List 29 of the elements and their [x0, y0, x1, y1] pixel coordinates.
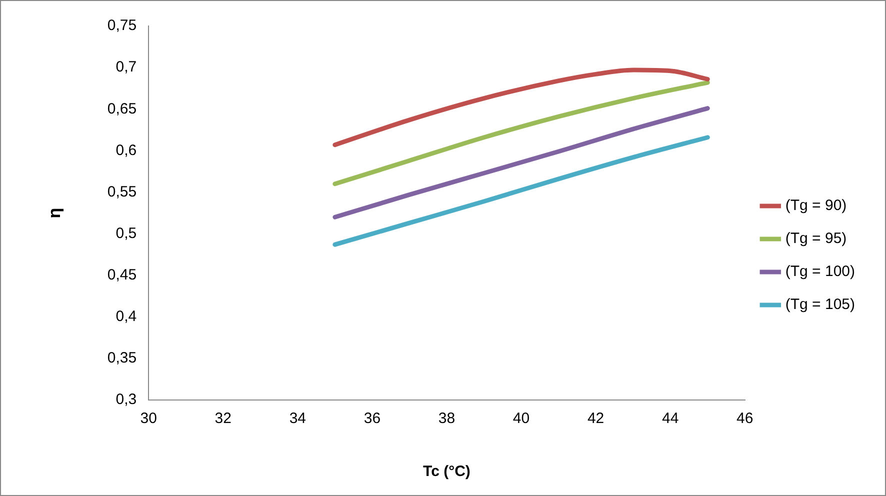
x-axis-title: Tc (°C): [423, 463, 470, 480]
y-tick-label: 0,65: [107, 100, 137, 118]
line-series: [332, 135, 710, 247]
y-tick-label: 0,6: [116, 142, 137, 159]
x-tick-label: 32: [214, 410, 232, 428]
y-tick-label: 0,45: [107, 266, 137, 284]
legend-label: (Tg = 90): [785, 197, 847, 214]
y-tick-label: 0,35: [107, 350, 137, 367]
y-axis-title: η: [44, 208, 64, 218]
y-tick-label: 0,55: [107, 183, 137, 200]
line-series: [332, 68, 710, 148]
legend-label: (Tg = 100): [785, 263, 856, 280]
y-tick-label: 0,75: [107, 17, 137, 34]
x-tick-label: 36: [364, 410, 381, 428]
x-tick-label: 38: [438, 410, 456, 428]
x-tick-label: 40: [512, 410, 530, 428]
x-tick-label: 46: [736, 410, 754, 428]
x-tick-label: 44: [662, 410, 679, 428]
x-tick-label: 34: [289, 410, 306, 428]
line-series: [332, 80, 710, 186]
y-tick-label: 0,5: [116, 224, 137, 242]
y-tick-label: 0,4: [116, 308, 137, 326]
y-tick-label: 0,3: [116, 391, 137, 408]
legend-label: (Tg = 105): [785, 296, 856, 314]
line-series: [332, 106, 710, 220]
y-tick-label: 0,7: [116, 58, 137, 76]
x-tick-label: 42: [587, 410, 604, 428]
x-tick-label: 30: [140, 410, 157, 428]
legend-label: (Tg = 95): [785, 230, 847, 248]
